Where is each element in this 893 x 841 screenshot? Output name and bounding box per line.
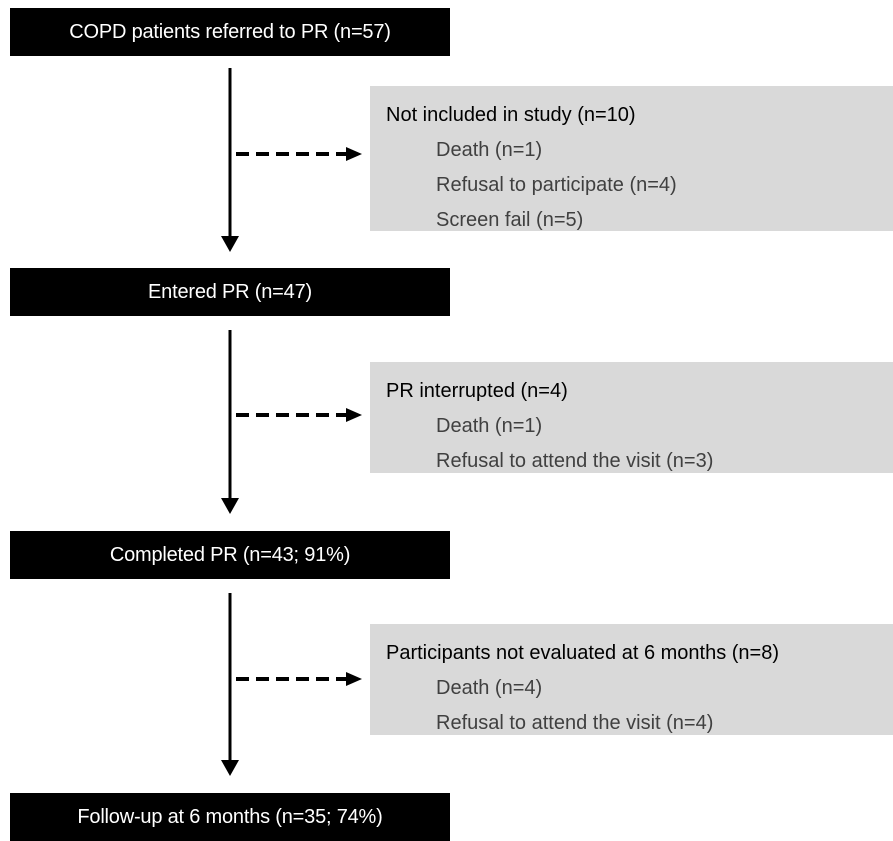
exclusion-title: Not included in study (n=10)	[386, 104, 636, 126]
vertical-arrow-2	[221, 330, 239, 514]
exclusion-reason: Screen fail (n=5)	[436, 209, 584, 231]
vertical-arrow-1	[221, 68, 239, 252]
step-box-entered: Entered PR (n=47)	[10, 268, 450, 316]
dashed-arrow-2	[236, 408, 362, 422]
exclusion-reason: Refusal to attend the visit (n=4)	[436, 712, 714, 734]
exclusion-box-interrupted: PR interrupted (n=4) Death (n=1) Refusal…	[370, 362, 893, 473]
step-box-follow-up: Follow-up at 6 months (n=35; 74%)	[10, 793, 450, 841]
exclusion-reason: Refusal to participate (n=4)	[436, 174, 677, 196]
step-label: Follow-up at 6 months (n=35; 74%)	[77, 805, 383, 828]
vertical-arrow-3	[221, 593, 239, 776]
exclusion-reason: Death (n=1)	[436, 139, 543, 161]
dashed-arrow-3	[236, 672, 362, 686]
exclusion-box-not-evaluated: Participants not evaluated at 6 months (…	[370, 624, 893, 735]
exclusion-box-not-included: Not included in study (n=10) Death (n=1)…	[370, 86, 893, 231]
step-box-referred: COPD patients referred to PR (n=57)	[10, 8, 450, 56]
step-label: Completed PR (n=43; 91%)	[109, 543, 351, 566]
exclusion-title: Participants not evaluated at 6 months (…	[386, 642, 780, 664]
exclusion-title: PR interrupted (n=4)	[386, 380, 568, 402]
step-box-completed: Completed PR (n=43; 91%)	[10, 531, 450, 579]
step-label: COPD patients referred to PR (n=57)	[69, 20, 391, 43]
step-label: Entered PR (n=47)	[148, 280, 312, 303]
exclusion-reason: Death (n=4)	[436, 677, 543, 699]
dashed-arrow-1	[236, 147, 362, 161]
exclusion-reason: Refusal to attend the visit (n=3)	[436, 450, 714, 472]
exclusion-reason: Death (n=1)	[436, 415, 543, 437]
